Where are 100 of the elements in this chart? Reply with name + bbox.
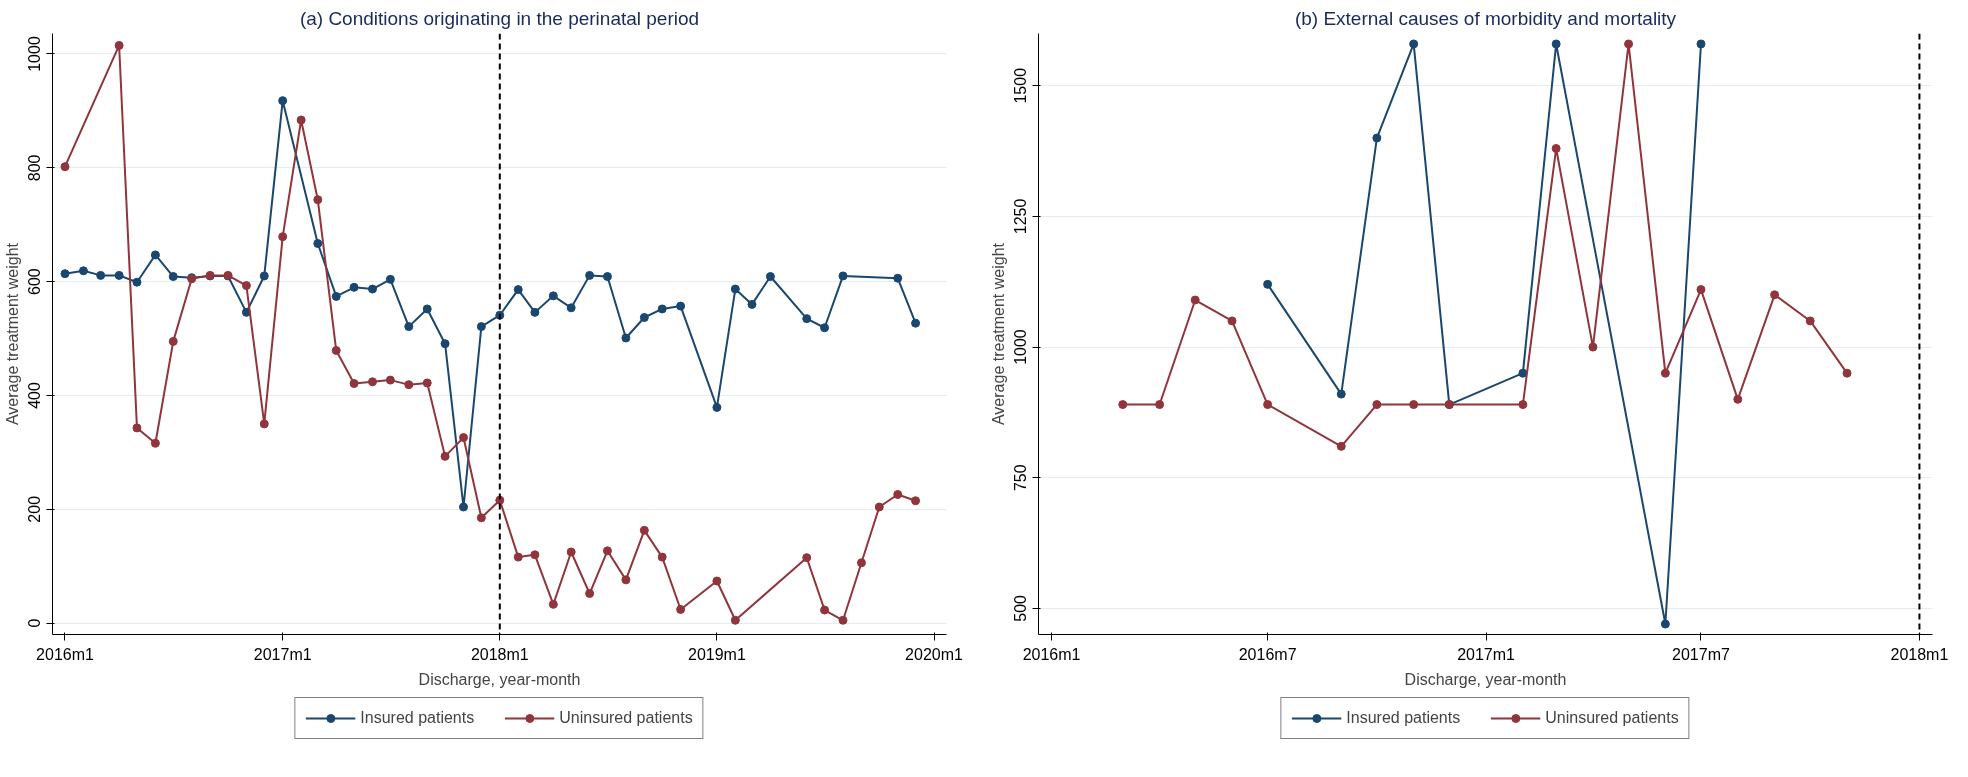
point xyxy=(349,282,359,292)
y-tick-label: 0 xyxy=(26,618,44,628)
point xyxy=(621,575,631,585)
y-tick-label: 400 xyxy=(26,382,44,409)
point xyxy=(802,553,812,563)
point xyxy=(1372,400,1382,410)
point xyxy=(114,40,124,50)
point xyxy=(513,285,523,295)
point xyxy=(259,419,269,429)
point xyxy=(440,339,450,349)
x-tick-label: 2016m7 xyxy=(1238,645,1297,663)
point xyxy=(602,546,612,556)
point xyxy=(368,377,378,387)
legend-label: Insured patients xyxy=(360,709,475,727)
point xyxy=(657,552,667,562)
point xyxy=(1263,279,1273,289)
point xyxy=(838,615,848,625)
point xyxy=(730,615,740,625)
point xyxy=(60,162,70,172)
y-tick-label: 800 xyxy=(26,154,44,182)
point xyxy=(296,115,306,125)
point xyxy=(168,272,178,282)
point xyxy=(639,525,649,535)
point xyxy=(422,378,432,388)
point xyxy=(602,272,612,282)
point xyxy=(440,451,450,461)
point xyxy=(385,375,395,385)
point xyxy=(1842,368,1852,378)
point xyxy=(802,314,812,324)
point xyxy=(730,284,740,294)
point xyxy=(1409,39,1419,49)
point xyxy=(1733,394,1743,404)
point xyxy=(1660,368,1670,378)
point xyxy=(1588,342,1598,352)
x-tick-label: 2016m1 xyxy=(1022,645,1081,663)
point xyxy=(712,402,722,412)
point xyxy=(585,270,595,280)
point xyxy=(639,313,649,322)
y-tick-label: 750 xyxy=(1012,464,1030,492)
point xyxy=(1660,619,1670,629)
point xyxy=(278,232,288,242)
point xyxy=(150,250,160,260)
y-tick-label: 500 xyxy=(1012,594,1030,622)
point xyxy=(168,336,178,346)
point xyxy=(96,270,106,280)
point xyxy=(1551,143,1561,153)
x-tick-label: 2018m1 xyxy=(470,645,529,663)
chart-title: (b) External causes of morbidity and mortality xyxy=(1294,7,1677,29)
point xyxy=(747,299,757,309)
point xyxy=(838,271,848,281)
point xyxy=(1263,400,1273,410)
y-tick-label: 600 xyxy=(26,268,44,295)
point xyxy=(278,96,288,106)
y-tick-label: 1250 xyxy=(1012,198,1030,235)
chart-title: (a) Conditions originating in the perinatal period xyxy=(299,7,700,29)
point xyxy=(874,502,884,512)
point xyxy=(422,304,432,314)
x-axis-title: Discharge, year-month xyxy=(418,670,581,688)
point xyxy=(132,277,142,287)
point xyxy=(820,605,830,615)
point xyxy=(530,307,540,317)
point xyxy=(676,301,686,311)
point xyxy=(368,284,378,294)
point xyxy=(1770,290,1780,300)
point xyxy=(404,380,414,390)
point xyxy=(313,239,323,248)
x-tick-label: 2019m1 xyxy=(687,645,746,663)
point xyxy=(241,281,251,291)
y-tick-label: 1000 xyxy=(26,36,44,72)
point xyxy=(1336,441,1346,451)
point xyxy=(349,379,359,389)
point xyxy=(1624,39,1634,49)
point xyxy=(1696,285,1706,295)
point xyxy=(313,195,323,205)
legend-label: Insured patients xyxy=(1346,709,1461,727)
point xyxy=(530,550,540,560)
y-tick-label: 200 xyxy=(26,495,44,523)
point xyxy=(1190,295,1200,305)
y-tick-label: 1000 xyxy=(1012,329,1030,365)
point xyxy=(911,496,921,506)
point xyxy=(765,272,775,282)
point xyxy=(820,323,830,333)
point xyxy=(385,274,395,284)
point xyxy=(1409,400,1419,410)
point xyxy=(566,547,576,557)
point xyxy=(476,513,486,523)
point xyxy=(1336,389,1346,399)
point xyxy=(150,438,160,448)
point xyxy=(132,423,142,433)
x-tick-label: 2020m1 xyxy=(905,645,964,663)
point xyxy=(513,552,523,562)
point xyxy=(1696,39,1706,49)
point xyxy=(585,589,595,599)
point xyxy=(476,322,486,332)
point xyxy=(548,291,558,301)
x-tick-label: 2016m1 xyxy=(36,645,94,663)
point xyxy=(259,271,269,281)
point xyxy=(911,318,921,328)
point xyxy=(1227,316,1237,326)
point xyxy=(1518,368,1528,378)
